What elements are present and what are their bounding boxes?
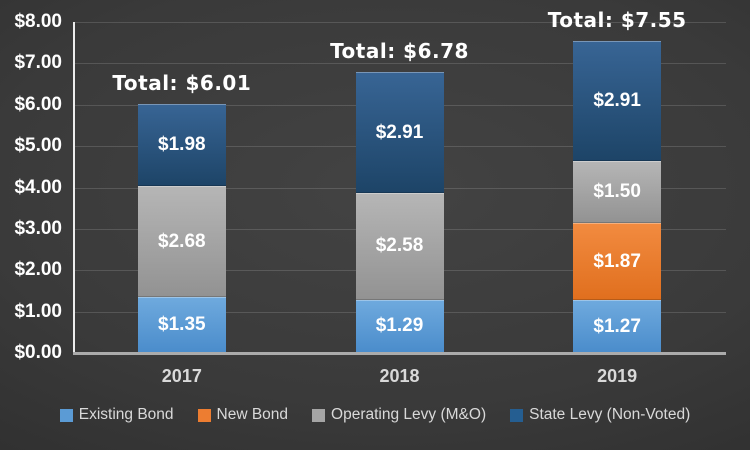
segment-value-label: $1.98 — [158, 134, 206, 156]
x-axis-line — [73, 352, 726, 355]
legend-swatch-icon — [197, 408, 211, 422]
legend-swatch-icon — [312, 408, 326, 422]
y-tick-label: $2.00 — [14, 259, 62, 281]
y-tick-label: $0.00 — [14, 342, 62, 363]
bar-segment-state-levy-non-voted-: $2.91 — [573, 40, 662, 162]
total-label-2019: Total: $7.55 — [547, 7, 687, 32]
plot-area: $1.98 $2.68 $1.35 $2.91 $2.58 $1.29 $2.91 $1.50… — [73, 8, 726, 355]
legend-item-existing-bond: Existing Bond — [59, 406, 174, 424]
segment-value-label: $2.68 — [158, 230, 206, 252]
bar-group-2017: $1.98 $2.68 $1.35 — [137, 104, 226, 353]
y-tick-label: $4.00 — [14, 176, 62, 198]
legend-label: Operating Levy (M&O) — [331, 406, 487, 423]
legend: Existing Bond New Bond Operating Levy (M&O… — [0, 406, 750, 424]
bar-segment-operating-levy-m-o-: $2.68 — [137, 186, 226, 298]
x-category-label-2018: 2018 — [379, 366, 420, 386]
bar-segment-new-bond: $1.87 — [573, 223, 662, 301]
total-label-2017: Total: $6.01 — [112, 71, 252, 96]
segment-value-label: $1.27 — [593, 315, 641, 337]
bar-segment-existing-bond: $1.29 — [355, 299, 444, 353]
bar-segment-state-levy-non-voted-: $2.91 — [355, 72, 444, 193]
bar-segment-existing-bond: $1.35 — [137, 297, 226, 353]
legend-label: State Levy (Non-Voted) — [529, 406, 691, 423]
bar-group-2019: $2.91 $1.50 $1.87 $1.27 — [573, 40, 662, 353]
gridline — [74, 22, 726, 23]
legend-swatch-icon — [510, 408, 524, 422]
y-tick-label: $3.00 — [14, 217, 62, 239]
segment-value-label: $1.29 — [375, 315, 424, 337]
gridline — [74, 63, 726, 65]
total-label-2018: Total: $6.78 — [330, 39, 469, 64]
y-tick-label: $5.00 — [14, 135, 62, 157]
bar-segment-operating-levy-m-o-: $2.58 — [355, 192, 444, 300]
y-tick-label: $1.00 — [14, 300, 62, 322]
segment-value-label: $1.35 — [158, 314, 206, 336]
y-tick-label: $6.00 — [14, 93, 62, 115]
legend-item-state-levy-non-voted-: State Levy (Non-Voted) — [510, 406, 690, 424]
segment-value-label: $2.58 — [375, 235, 424, 257]
legend-label: New Bond — [216, 406, 289, 423]
bar-segment-state-levy-non-voted-: $1.98 — [137, 104, 226, 187]
legend-item-new-bond: New Bond — [197, 406, 289, 424]
legend-label: Existing Bond — [78, 406, 174, 423]
segment-value-label: $1.87 — [593, 250, 641, 272]
y-tick-label: $8.00 — [14, 11, 62, 32]
legend-swatch-icon — [59, 408, 73, 422]
x-category-label-2019: 2019 — [597, 366, 638, 386]
legend-item-operating-levy-m-o-: Operating Levy (M&O) — [312, 406, 486, 424]
y-tick-label: $7.00 — [14, 52, 62, 74]
bar-group-2018: $2.91 $2.58 $1.29 — [355, 72, 444, 353]
x-category-label-2017: 2017 — [161, 366, 202, 386]
y-axis-line — [73, 22, 75, 353]
bar-segment-existing-bond: $1.27 — [573, 300, 662, 353]
segment-value-label: $1.50 — [593, 181, 641, 203]
bar-segment-operating-levy-m-o-: $1.50 — [573, 161, 662, 224]
segment-value-label: $2.91 — [593, 89, 641, 111]
segment-value-label: $2.91 — [375, 121, 424, 143]
